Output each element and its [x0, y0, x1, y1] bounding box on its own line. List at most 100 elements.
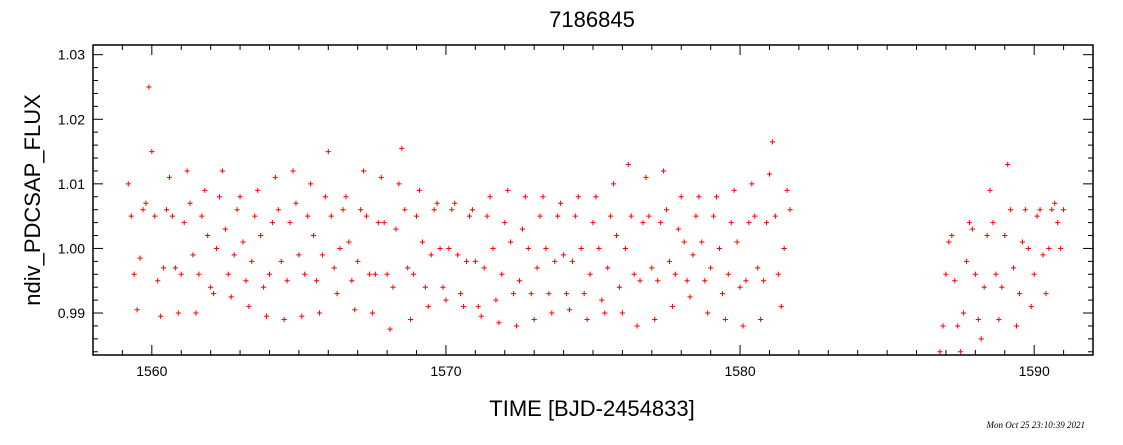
data-point — [949, 232, 955, 239]
data-point — [987, 187, 993, 193]
data-point — [981, 284, 987, 290]
data-point — [263, 313, 270, 319]
data-point — [196, 271, 202, 277]
data-point — [513, 323, 520, 329]
data-point — [381, 220, 387, 226]
data-point — [1060, 207, 1067, 213]
data-point — [225, 271, 231, 277]
data-point — [599, 297, 605, 303]
data-point — [593, 194, 599, 200]
data-point — [410, 271, 417, 277]
data-point — [960, 310, 967, 316]
data-point — [702, 278, 708, 284]
data-point — [169, 213, 176, 219]
data-point — [193, 310, 199, 316]
y-tick-label: 1.00 — [58, 240, 85, 256]
data-point — [502, 220, 508, 226]
data-point — [369, 310, 376, 316]
data-point — [396, 181, 402, 187]
x-tick-label: 1580 — [724, 363, 755, 379]
data-point — [343, 194, 349, 200]
data-point — [505, 187, 511, 193]
data-point — [299, 313, 305, 319]
data-point — [425, 303, 431, 310]
data-point — [684, 278, 690, 284]
data-point — [143, 200, 149, 206]
data-point — [490, 245, 496, 252]
data-point — [440, 284, 446, 290]
data-point — [1046, 245, 1052, 252]
data-point — [234, 207, 240, 213]
data-point — [722, 316, 728, 323]
data-point — [260, 284, 267, 290]
data-point — [940, 323, 946, 329]
data-point — [522, 194, 528, 200]
data-point — [313, 278, 320, 284]
data-point — [287, 220, 293, 226]
data-point — [296, 252, 302, 258]
data-point — [958, 349, 964, 355]
data-point — [531, 316, 537, 323]
data-point — [331, 265, 337, 271]
data-point — [658, 220, 664, 226]
data-point — [360, 168, 367, 174]
data-point — [519, 226, 526, 232]
data-point — [499, 271, 505, 277]
data-point — [496, 320, 502, 326]
data-point — [616, 284, 623, 290]
data-point — [269, 220, 276, 226]
data-point — [252, 213, 258, 219]
data-point — [378, 174, 384, 180]
data-point — [1037, 207, 1043, 213]
data-point — [775, 271, 781, 277]
data-point — [1005, 161, 1011, 168]
y-tick-label: 1.03 — [58, 47, 85, 63]
data-point — [725, 271, 731, 277]
data-point — [310, 232, 317, 239]
data-point — [146, 84, 152, 90]
data-point — [419, 239, 426, 245]
data-point — [466, 213, 473, 219]
axis-ticks — [92, 45, 1094, 355]
data-point — [646, 213, 652, 219]
data-point — [222, 226, 228, 232]
data-point — [578, 245, 584, 252]
data-point — [740, 323, 746, 329]
data-point — [1058, 245, 1064, 252]
data-point — [305, 213, 311, 219]
data-point — [187, 200, 193, 206]
data-point — [758, 316, 764, 323]
data-point — [1052, 200, 1058, 206]
data-point — [699, 239, 705, 245]
data-point — [510, 291, 517, 297]
data-point — [755, 265, 761, 271]
data-point — [175, 310, 181, 316]
y-axis-label: ndiv_PDCSAP_FLUX — [20, 94, 45, 306]
data-point — [710, 213, 717, 219]
data-point — [769, 139, 776, 145]
data-point — [160, 265, 167, 271]
data-point — [481, 265, 487, 271]
timestamp: Mon Oct 25 23:10:39 2021 — [986, 420, 1086, 430]
data-point — [249, 258, 255, 264]
data-point — [163, 207, 170, 213]
data-point — [952, 278, 958, 284]
data-point — [728, 220, 734, 226]
data-point — [458, 291, 464, 297]
data-point — [216, 194, 223, 200]
data-point — [237, 194, 243, 200]
data-point — [452, 200, 458, 206]
data-point — [966, 220, 973, 226]
data-point — [760, 278, 767, 284]
data-point — [352, 307, 358, 313]
data-point — [325, 148, 331, 155]
data-point — [708, 265, 714, 271]
data-point — [202, 187, 208, 193]
data-point — [713, 194, 720, 200]
data-point — [669, 303, 676, 310]
data-point — [290, 168, 296, 174]
data-point — [540, 194, 546, 200]
data-point — [1008, 207, 1014, 213]
data-point — [681, 239, 687, 245]
